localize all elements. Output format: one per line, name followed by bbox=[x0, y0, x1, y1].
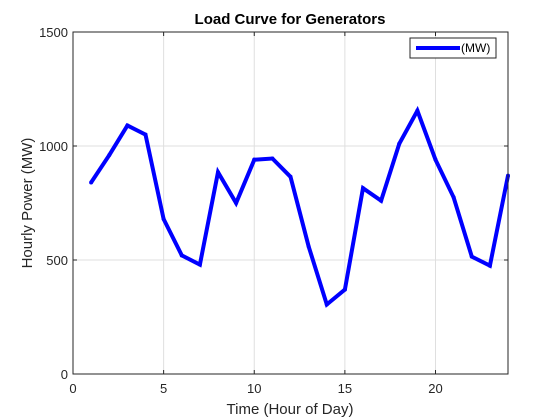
data-point bbox=[415, 109, 419, 113]
y-tick-label: 1000 bbox=[39, 139, 68, 154]
data-point bbox=[470, 255, 474, 259]
x-tick-label: 15 bbox=[338, 381, 352, 396]
y-tick-label: 0 bbox=[61, 367, 68, 382]
data-point bbox=[180, 253, 184, 257]
data-point bbox=[397, 142, 401, 146]
data-point bbox=[325, 302, 329, 306]
data-point bbox=[107, 153, 111, 157]
data-point bbox=[144, 133, 148, 137]
y-axis-label: Hourly Power (MW) bbox=[19, 138, 36, 269]
data-point bbox=[216, 170, 220, 174]
data-point bbox=[307, 244, 311, 248]
data-point bbox=[125, 123, 129, 127]
legend: (MW) bbox=[410, 38, 496, 58]
data-point bbox=[270, 157, 274, 161]
data-point bbox=[379, 199, 383, 203]
data-point bbox=[289, 175, 293, 179]
x-tick-label: 20 bbox=[428, 381, 442, 396]
legend-label: (MW) bbox=[461, 41, 490, 55]
data-point bbox=[434, 158, 438, 162]
data-point bbox=[488, 264, 492, 268]
y-tick-label: 500 bbox=[46, 253, 68, 268]
data-point bbox=[343, 288, 347, 292]
data-point bbox=[452, 195, 456, 199]
data-point bbox=[252, 158, 256, 162]
data-point bbox=[198, 263, 202, 267]
x-axis-label: Time (Hour of Day) bbox=[227, 401, 354, 418]
plot-area bbox=[73, 32, 508, 374]
y-tick-label: 1500 bbox=[39, 25, 68, 40]
data-point bbox=[234, 201, 238, 205]
data-point bbox=[89, 180, 93, 184]
x-tick-label: 0 bbox=[69, 381, 76, 396]
data-point bbox=[361, 186, 365, 190]
x-tick-label: 10 bbox=[247, 381, 261, 396]
chart-title: Load Curve for Generators bbox=[195, 11, 386, 28]
x-tick-label: 5 bbox=[160, 381, 167, 396]
data-point bbox=[162, 217, 166, 221]
